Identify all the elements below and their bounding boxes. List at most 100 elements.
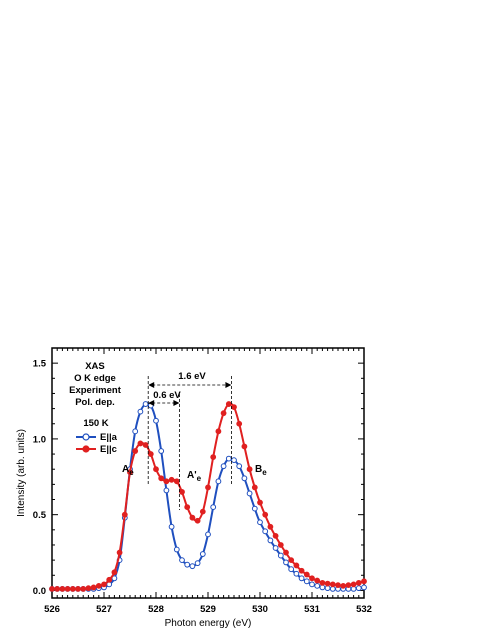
data-point [283,549,289,556]
data-point [210,454,217,460]
data-point [225,401,232,407]
data-point [173,546,180,553]
data-point [121,511,128,518]
y-tick-label: 0.5 [33,510,47,521]
data-point [267,537,274,544]
data-point [163,478,170,485]
data-point [257,499,263,506]
data-point [345,582,352,589]
data-point [163,487,170,494]
data-point [314,577,321,584]
series-line [52,402,365,591]
info-line-1: XAS [85,361,105,372]
data-point [69,586,76,592]
data-point [231,404,237,410]
gap-label-small: 0.6 eV [153,390,181,401]
data-point [111,575,118,582]
data-point [189,563,196,570]
data-point [215,478,222,485]
data-point [189,514,196,521]
data-point [142,401,149,407]
data-point [309,581,315,588]
data-point [179,557,185,564]
data-point [350,581,357,588]
data-point [283,559,289,566]
peak-label-a-prime-sub: e [197,474,202,483]
data-point [168,523,175,530]
data-point [199,551,206,557]
y-tick-label: 1.5 [33,359,47,370]
data-point [168,476,175,483]
data-point [132,448,139,454]
data-point [153,466,159,473]
legend-marker-e-a [82,433,90,441]
data-point [215,428,222,435]
gap-arrow-small [148,400,180,406]
peak-label-b-base: B [255,464,262,475]
tick-labels: 526 527 528 529 530 531 532 0.0 0.5 1.0 1.5 [33,359,372,615]
data-point [241,475,248,482]
x-tick-label: 527 [96,604,112,615]
data-point [340,582,347,589]
data-point [153,417,159,424]
data-point [262,528,269,535]
series-e-a [49,401,367,592]
y-tick-label: 0.0 [33,586,46,597]
data-point [101,581,107,588]
info-block: XAS O K edge Experiment Pol. dep. [69,361,122,408]
data-point [355,585,362,592]
data-point [236,463,243,470]
data-point [272,532,279,539]
data-point [205,484,211,491]
data-point [335,582,341,589]
gap-arrow-large [148,382,232,388]
info-line-4: Pol. dep. [75,397,115,408]
x-tick-label: 530 [252,604,268,615]
data-point [210,504,217,510]
series-layer [49,401,367,592]
y-axis-label: Intensity (arb. units) [16,429,27,517]
data-point [194,517,201,524]
data-point [85,585,92,592]
data-point [75,586,81,592]
data-point [147,451,154,457]
data-point [231,457,237,464]
gap-arrow-small-head-right [173,400,180,406]
data-point [184,561,191,568]
peak-label-a: Ae [122,464,134,477]
data-point [272,545,279,551]
gap-label-large: 1.6 eV [178,371,206,382]
data-point [246,466,253,473]
x-tick-label: 531 [304,604,321,615]
data-point [298,575,305,582]
peak-label-b: Be [255,464,267,477]
y-tick-label: 1.0 [33,434,46,445]
data-point [303,571,310,578]
annotation-layer [147,376,232,510]
data-point [309,575,315,582]
data-point [54,586,61,592]
gap-arrow-large-head-right [225,382,232,388]
data-point [132,428,139,435]
data-point [293,570,300,577]
data-point [158,475,165,482]
data-point [64,586,71,592]
data-point [184,504,191,510]
data-point [361,578,367,585]
data-point [194,560,201,567]
x-axis-label: Photon energy (eV) [165,618,252,629]
data-point [137,408,144,415]
data-point [251,484,258,491]
axis-ticks [51,348,365,598]
data-point [225,455,232,462]
data-point [199,508,206,515]
data-point [361,584,367,591]
data-point [236,420,243,427]
data-point [90,584,97,591]
data-point [277,542,284,548]
legend-label-e-c: E||c [100,444,117,455]
data-point [173,478,180,485]
data-point [220,463,227,470]
data-point [220,410,227,417]
peak-label-a-prime-base: A' [187,470,197,481]
